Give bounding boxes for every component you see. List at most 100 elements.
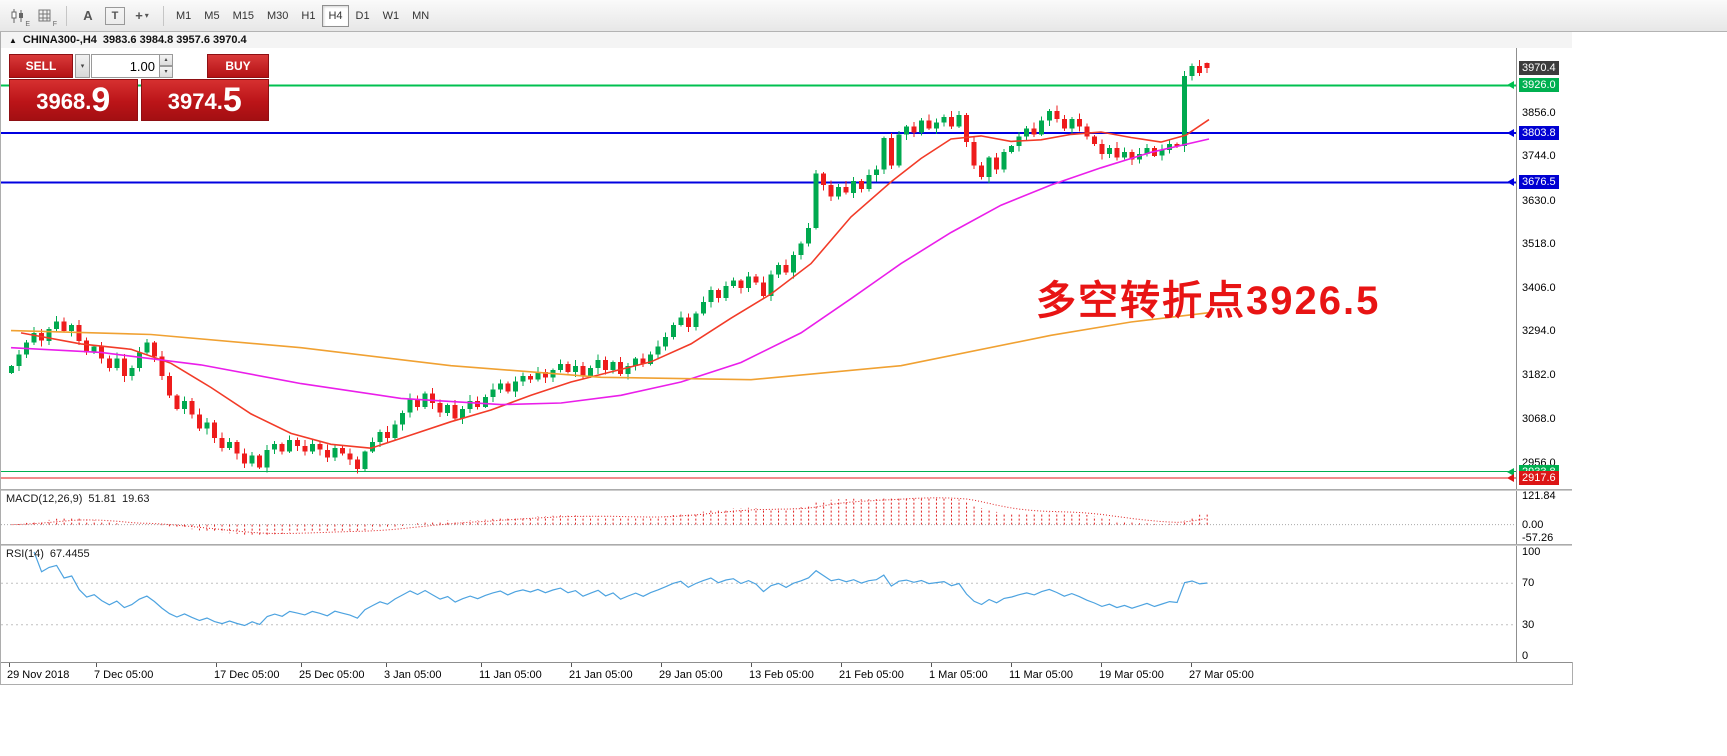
candle-body [317, 443, 323, 450]
candle-body [866, 175, 872, 189]
time-label: 29 Nov 2018 [7, 669, 70, 681]
timeframe-m15[interactable]: M15 [227, 5, 260, 27]
timeframe-m5[interactable]: M5 [198, 5, 225, 27]
macd-panel[interactable] [1, 490, 1516, 545]
time-label: 19 Mar 05:00 [1099, 669, 1164, 681]
candle-body [445, 405, 451, 413]
price-scale[interactable]: 3970.4 3926.0 3856.0 3803.8 3744.0 3676.5 3630… [1517, 32, 1573, 662]
candle-body [768, 274, 774, 296]
candle-body [166, 375, 172, 396]
ask-price-main: 3974. [167, 89, 223, 114]
ma-mid-magenta [10, 138, 1210, 406]
time-label: 21 Jan 05:00 [569, 669, 633, 681]
price-label-3294.0: 3294.0 [1522, 325, 1556, 337]
candle-body [1204, 62, 1210, 68]
candle-body [16, 354, 22, 367]
candle-body [588, 368, 594, 376]
timeframe-h1[interactable]: H1 [295, 5, 321, 27]
timeframe-h4[interactable]: H4 [322, 4, 349, 27]
toolbar-separator [66, 5, 67, 26]
grid-icon[interactable]: F [33, 5, 57, 28]
text-label-icon[interactable]: T [105, 6, 125, 25]
grid-icon-sub: F [52, 20, 57, 28]
candle-body [851, 181, 857, 193]
candle-body [234, 442, 240, 454]
font-icon[interactable]: A [83, 8, 93, 23]
candle-body [339, 447, 345, 454]
candle-body [1114, 148, 1120, 158]
candle-body [136, 352, 142, 368]
rsi-value: 67.4455 [49, 548, 90, 560]
volume-input[interactable] [91, 54, 159, 78]
candle-body [655, 346, 661, 355]
candle-body [903, 126, 909, 135]
hline-3926-green-arrow [1507, 81, 1514, 89]
macd-scale-0.00: 0.00 [1522, 519, 1544, 531]
candle-body [181, 401, 187, 409]
candle-body [1106, 148, 1112, 154]
chart-annotation-text[interactable]: 多空转折点3926.5 [1036, 279, 1381, 323]
main-chart[interactable] [1, 32, 1516, 490]
symbol-timeframe-label: CHINA300-,H4 [22, 34, 97, 46]
candle-body [858, 181, 864, 189]
candle-body [505, 383, 511, 392]
candle-body [949, 116, 954, 127]
timeframe-w1[interactable]: W1 [377, 5, 406, 27]
candle-body [227, 442, 233, 448]
candle-body [354, 459, 360, 470]
candle-body [573, 366, 578, 372]
candle-body [1031, 128, 1037, 135]
timeframe-d1[interactable]: D1 [350, 5, 376, 27]
chart-header-strip: ▲ CHINA300-,H4 3983.6 3984.8 3957.6 3970… [1, 32, 1572, 48]
candle-body [986, 157, 992, 178]
candle-body [287, 440, 293, 452]
sell-button[interactable]: SELL [9, 54, 73, 78]
time-tick [661, 663, 662, 667]
candle-body [663, 336, 669, 347]
candle-body [31, 332, 37, 343]
volume-decrease-button[interactable]: ▾ [159, 66, 173, 78]
candle-body [369, 442, 375, 452]
candle-body [242, 453, 248, 464]
ask-price-box[interactable]: 3974. 5 [140, 79, 269, 121]
candle-body [385, 432, 390, 438]
time-tick [9, 663, 10, 667]
rsi-splitter[interactable] [1, 544, 1572, 546]
candle-body [84, 340, 90, 353]
candle-body [1046, 111, 1052, 121]
price-label-3676.5: 3676.5 [1519, 175, 1559, 189]
rsi-panel[interactable] [1, 545, 1516, 662]
bid-price-box[interactable]: 3968. 9 [9, 79, 138, 121]
volume-dropdown-button[interactable]: ▾ [75, 54, 90, 78]
candle-body [836, 186, 842, 197]
volume-increase-button[interactable]: ▴ [159, 54, 173, 66]
timeframe-m30[interactable]: M30 [261, 5, 294, 27]
bid-price-main: 3968. [36, 89, 92, 114]
candle-body [121, 358, 127, 376]
candle-body [159, 356, 165, 376]
time-tick [301, 663, 302, 667]
timeframe-m1[interactable]: M1 [170, 5, 197, 27]
triangle-up-icon: ▲ [9, 35, 17, 45]
candle-body [189, 401, 195, 415]
hline-2917-red-arrow [1507, 474, 1514, 482]
time-label: 21 Feb 05:00 [839, 669, 904, 681]
bid-price-pip: 9 [91, 81, 111, 119]
macd-splitter[interactable] [1, 489, 1572, 491]
candle-body [941, 116, 947, 123]
chart-candles-icon[interactable]: E [6, 5, 30, 28]
time-axis[interactable]: 29 Nov 2018 7 Dec 05:00 17 Dec 05:00 25 Dec… [1, 662, 1572, 684]
buy-button[interactable]: BUY [207, 54, 269, 78]
candle-body [272, 443, 278, 450]
crosshair-icon[interactable]: + ▾ [135, 8, 149, 23]
time-label: 27 Mar 05:00 [1189, 669, 1254, 681]
candle-body [460, 408, 466, 419]
candle-body [212, 422, 218, 439]
candle-body [482, 397, 488, 407]
trade-panel-controls: SELL ▾ ▴ ▾ BUY [9, 54, 269, 78]
candle-body [918, 120, 924, 133]
timeframe-mn[interactable]: MN [406, 5, 435, 27]
candles [9, 60, 1210, 474]
candle-body [309, 443, 315, 452]
candle-body [1091, 136, 1097, 145]
